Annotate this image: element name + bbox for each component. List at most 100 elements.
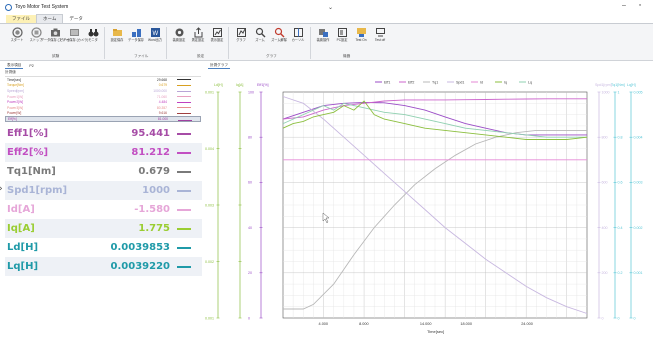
settings-save-button[interactable]: 設定保存: [108, 26, 126, 50]
small-table-row[interactable]: Time[sec] 29.668: [5, 77, 201, 83]
small-row-value: 0.679: [158, 83, 167, 88]
axis-tick-label: 800: [602, 136, 608, 140]
big-row-value: 0.679: [138, 165, 170, 177]
small-table-row[interactable]: Power[W] 9.616: [5, 111, 201, 117]
small-row-value: 29.668: [156, 77, 167, 82]
zoom-reset-button[interactable]: ズーム解除: [270, 26, 288, 50]
series-swatch: [177, 84, 191, 86]
svg-text:W: W: [152, 31, 158, 37]
series-swatch: [177, 189, 191, 192]
big-table-row[interactable]: Lq[H] 0.0039220: [5, 256, 202, 276]
ribbon-group-file-label: ファイル: [134, 54, 149, 58]
display-settings-button[interactable]: 表示設定: [208, 26, 226, 50]
data-save-label: データ保存: [128, 38, 144, 42]
series-swatch: [177, 170, 191, 173]
legend-label: Eff1: [384, 80, 390, 84]
big-table-row[interactable]: Eff1[%] 95.441: [5, 124, 202, 143]
axis-tick-label: 100: [248, 90, 254, 94]
start-label: スタート: [10, 38, 24, 42]
small-table-row[interactable]: Power3[W] 80.357: [5, 105, 201, 111]
measure-settings-button[interactable]: 測定設定: [189, 26, 207, 50]
tab-file[interactable]: ファイル: [6, 15, 36, 23]
big-value-table: Eff1[%] 95.441 Eff2[%] 81.212 Tq1[Nm] 0.679 › S…: [0, 124, 202, 276]
device-icon: [317, 26, 329, 38]
ribbon-collapse-icon[interactable]: ⌄: [328, 5, 334, 11]
tab-home[interactable]: ホーム: [36, 14, 64, 23]
video-save-button[interactable]: ビデオ保存 (カメラ): [60, 26, 88, 50]
pc-settings-button[interactable]: PC設定: [333, 26, 351, 50]
small-row-name: Time[sec]: [7, 77, 22, 82]
big-table-row[interactable]: Tq1[Nm] 0.679: [5, 162, 202, 181]
panel-caption: 計測値: [5, 70, 16, 74]
left-panel-tabs: 表示項目 P2: [5, 62, 36, 69]
graph-button[interactable]: グラフ: [232, 26, 250, 50]
legend-label: Tq1: [432, 80, 438, 84]
series-swatch: [177, 132, 191, 135]
axis-tick-label: 1: [618, 90, 620, 94]
ribbon-separator: [310, 27, 311, 59]
tab-p2[interactable]: P2: [29, 63, 34, 68]
test-on-button[interactable]: Test On: [352, 26, 370, 50]
legend-label: Spd1: [456, 80, 464, 84]
word-export-button[interactable]: W Word出力: [146, 26, 164, 50]
big-table-row[interactable]: Id[A] -1.580: [5, 200, 202, 219]
data-save-button[interactable]: データ保存: [127, 26, 145, 50]
small-table-row[interactable]: Eff[%] 81.000: [5, 116, 201, 122]
small-table-row[interactable]: Power1[W] 71.060: [5, 94, 201, 100]
row-pointer-icon: ›: [0, 184, 3, 194]
series-line-spd1: [282, 96, 588, 314]
cursor-button[interactable]: カーソル: [289, 26, 307, 50]
big-table-row[interactable]: Iq[A] 1.775: [5, 218, 202, 238]
pc-settings-label: PC設定: [336, 38, 348, 42]
small-row-name: Power3[W]: [7, 105, 24, 110]
small-table-row[interactable]: Torque[Nm] 0.679: [5, 83, 201, 89]
axis-tick-label: 0.003: [634, 181, 643, 185]
axis-tick-label: 80: [248, 136, 252, 140]
small-row-value: 71.060: [156, 94, 167, 99]
ribbon-group-device-label: 機器: [343, 54, 351, 58]
zoom-reset-label: ズーム解除: [271, 38, 287, 42]
gear-icon: [173, 26, 185, 38]
big-table-row[interactable]: › Spd1[rpm] 1000: [0, 180, 202, 200]
maximize-button[interactable]: ▫: [638, 2, 642, 9]
device-settings-button[interactable]: 装置設定: [170, 26, 188, 50]
small-row-value: 1000.000: [153, 88, 167, 93]
tab-data[interactable]: データ: [69, 16, 83, 21]
graph-icon: [235, 26, 247, 38]
small-row-name: Speed[rpm]: [7, 88, 25, 93]
series-swatch: [177, 96, 191, 98]
axis-unit-eff1: Eff1[%]: [257, 83, 269, 87]
big-row-name: Spd1[rpm]: [7, 184, 68, 196]
axis-tick-label: 0.001: [634, 271, 643, 275]
axis-tick-label: 0.2: [618, 271, 623, 275]
monitor-button[interactable]: モニタ: [84, 26, 102, 50]
video-icon: [68, 26, 80, 38]
ribbon-separator: [228, 27, 229, 59]
start-button[interactable]: スタート: [8, 26, 26, 50]
x-tick-label: 14.000: [420, 322, 432, 326]
device-operation-label: 装置操作: [316, 38, 330, 42]
measure-settings-label: 測定設定: [191, 38, 205, 42]
big-row-value: 95.441: [131, 127, 170, 139]
tab-display-items[interactable]: 表示項目: [5, 62, 24, 69]
monitor-label: モニタ: [88, 38, 98, 42]
export-icon: [192, 26, 204, 38]
big-table-row[interactable]: Eff2[%] 81.212: [5, 142, 202, 162]
data-save-free-button[interactable]: データ保存 (フリー): [41, 26, 69, 50]
stop-icon: [30, 26, 42, 38]
stop-button[interactable]: ストップ: [27, 26, 45, 50]
test-on-icon: [355, 26, 367, 38]
device-operation-button[interactable]: 装置操作: [314, 26, 332, 50]
series-swatch: [177, 208, 191, 211]
small-table-row[interactable]: Speed[rpm] 1000.000: [5, 88, 201, 94]
zoom-button[interactable]: ズーム: [251, 26, 269, 50]
tab-measure-graph[interactable]: 計測グラフ: [208, 62, 230, 69]
test-off-button[interactable]: Test off: [371, 26, 389, 50]
axis-unit-spd1: Spd1[rpm]: [595, 83, 612, 87]
big-table-row[interactable]: Ld[H] 0.0039853: [5, 238, 202, 257]
pc-icon: [336, 26, 348, 38]
measurement-chart[interactable]: Ld[H] 0.001 0.004 0.003 0.002 0.001 Iq[A] Eff1[…: [205, 70, 649, 342]
small-table-row[interactable]: Power2[W] 4.484: [5, 99, 201, 105]
minimize-button[interactable]: –: [622, 2, 626, 9]
